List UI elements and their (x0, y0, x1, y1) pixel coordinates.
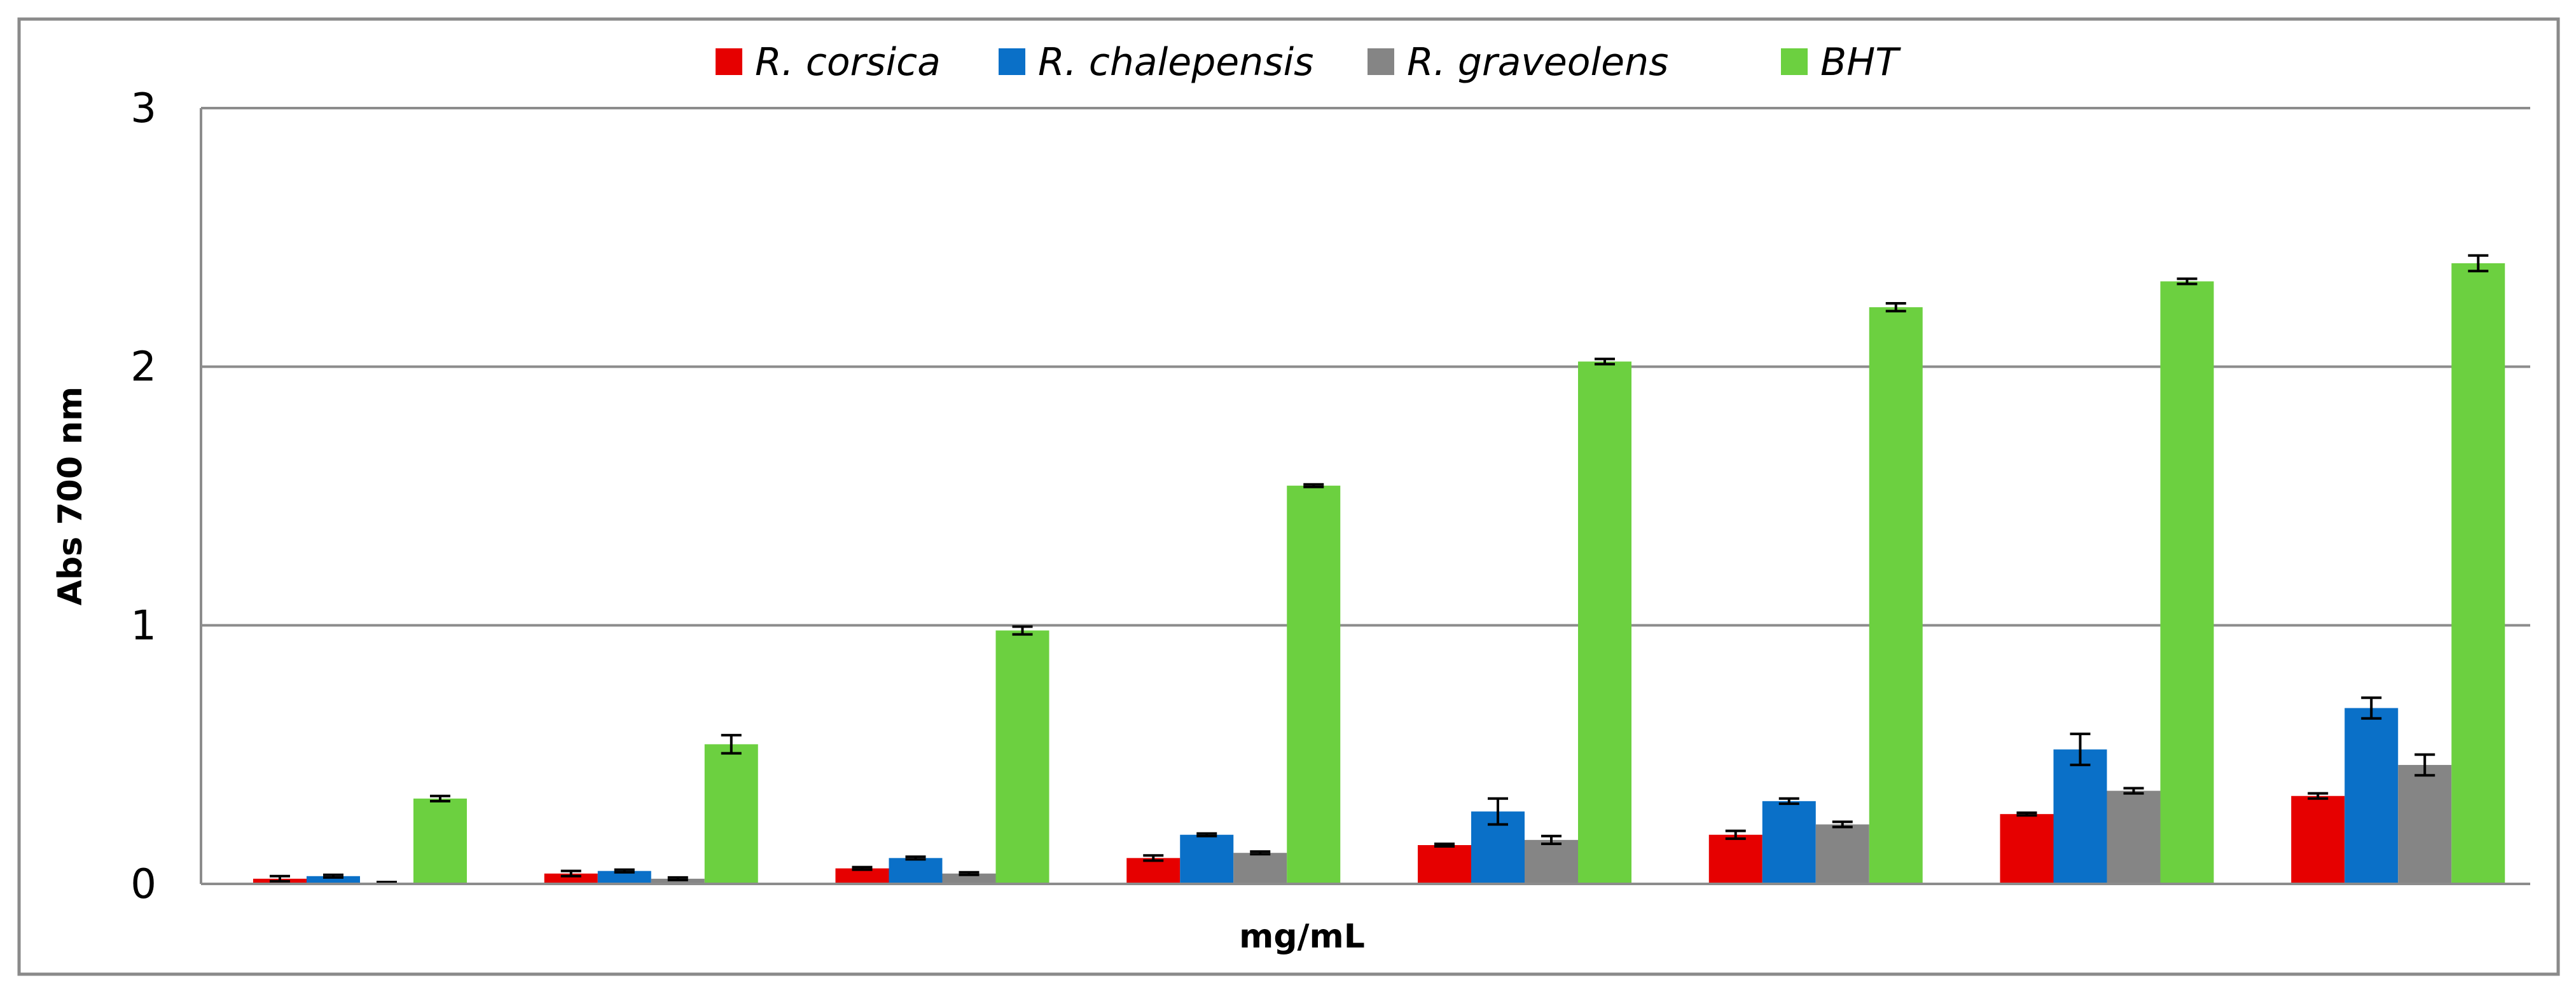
bar (413, 798, 467, 884)
error-bar (1595, 357, 1615, 366)
error-bar (1196, 832, 1217, 837)
bar (2398, 764, 2452, 884)
bar (1287, 485, 1341, 884)
error-bar (2070, 733, 2091, 766)
error-bar (905, 855, 926, 861)
legend-label: R. graveolens (1407, 40, 1668, 85)
error-bar (2016, 811, 2037, 817)
error-bar (1488, 797, 1508, 826)
bar (704, 744, 758, 884)
bar (995, 630, 1049, 884)
bar (1708, 834, 1762, 884)
bar (1815, 824, 1869, 884)
error-bar (1832, 820, 1853, 829)
error-bar (323, 873, 343, 879)
bar (1762, 801, 1816, 884)
legend-item: BHT (1781, 40, 1901, 85)
legend-label: R. chalepensis (1038, 40, 1313, 85)
bar (835, 868, 889, 884)
legend-swatch (716, 48, 742, 75)
error-bar (721, 734, 742, 755)
error-bar (430, 794, 450, 803)
legend-swatch (1781, 48, 1808, 75)
error-bar (2123, 787, 2144, 795)
bar (1180, 834, 1234, 884)
legend-label: R. corsica (755, 40, 941, 85)
bar (2053, 749, 2107, 884)
error-bar (1303, 483, 1324, 488)
error-bar (1012, 625, 1033, 636)
bars (253, 254, 2505, 885)
error-bar (959, 871, 980, 876)
error-bar (1541, 834, 1562, 845)
error-bar (1250, 850, 1271, 856)
error-bar (667, 876, 688, 881)
bar (2291, 796, 2345, 884)
bar (1418, 845, 1471, 884)
legend-item: R. corsica (716, 40, 941, 85)
bar (2000, 814, 2054, 884)
bar (2451, 263, 2505, 884)
y-tick-labels: 0 1 2 3 (130, 85, 156, 908)
bar (1126, 858, 1181, 884)
x-axis-title: mg/mL (1239, 918, 1365, 956)
bar (1525, 839, 1578, 884)
bar (597, 871, 651, 884)
legend-item: R. chalepensis (999, 40, 1313, 85)
error-bar (270, 874, 290, 883)
error-bar (2177, 277, 2198, 286)
bar (2107, 790, 2161, 884)
y-tick-label: 2 (130, 344, 156, 391)
error-bar (1885, 302, 1906, 313)
bar (1869, 307, 1923, 885)
error-bar (1778, 797, 1799, 805)
gridlines (201, 107, 2530, 627)
error-bar (2468, 254, 2489, 273)
legend-swatch (999, 48, 1025, 75)
legend: R. corsica R. chalepensis R. graveolens BHT (716, 40, 1901, 85)
bar (544, 873, 598, 884)
error-bar (2414, 753, 2435, 777)
bar (2160, 281, 2214, 884)
legend-item: R. graveolens (1368, 40, 1668, 85)
y-tick-label: 0 (130, 861, 156, 908)
bar (307, 876, 360, 884)
bar (2344, 708, 2399, 884)
error-bar (852, 865, 873, 871)
y-tick-label: 1 (130, 602, 156, 649)
y-tick-label: 3 (130, 85, 156, 132)
error-bar (2361, 696, 2382, 720)
bar (651, 878, 705, 884)
bar (1233, 853, 1287, 884)
legend-swatch (1368, 48, 1394, 75)
bar (942, 873, 996, 884)
error-bar (1143, 854, 1164, 862)
bar (1578, 361, 1631, 884)
error-bar (1725, 829, 1746, 840)
bar (889, 858, 943, 884)
legend-label: BHT (1820, 40, 1901, 85)
error-bar (614, 868, 635, 874)
y-axis-title: Abs 700 nm (52, 387, 90, 605)
axes (200, 108, 2530, 885)
error-bar (1434, 842, 1455, 848)
error-bar (560, 869, 581, 878)
error-bar (2308, 792, 2329, 800)
